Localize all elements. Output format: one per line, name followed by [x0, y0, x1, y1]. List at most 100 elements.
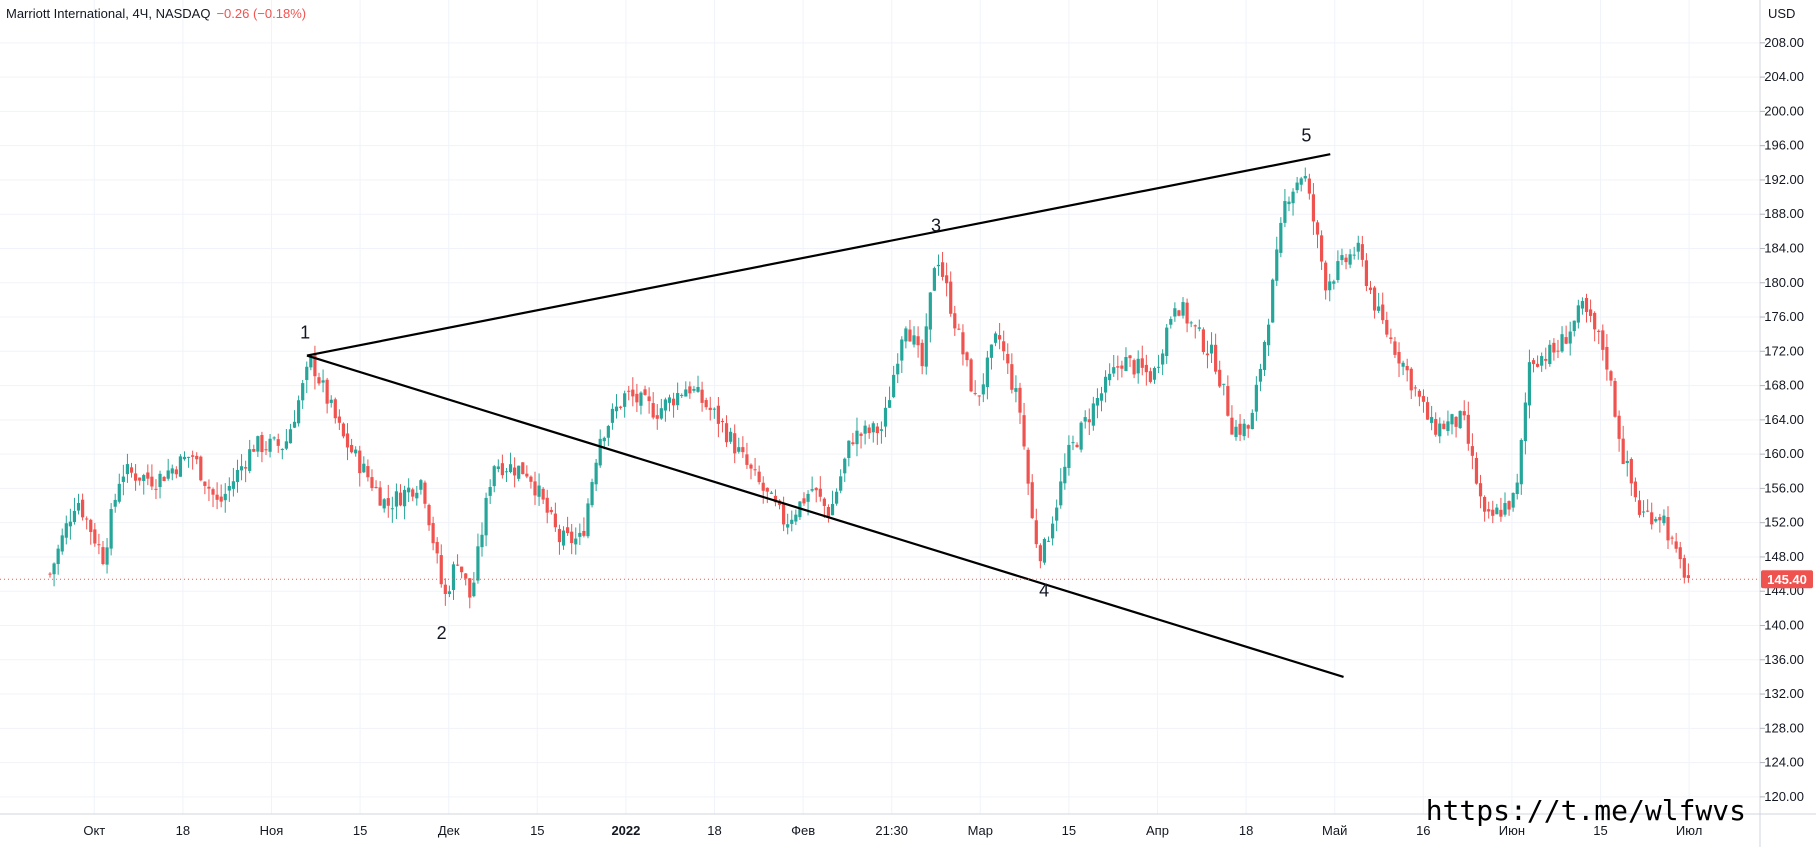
- candle-body: [818, 488, 822, 497]
- candle-body: [545, 497, 549, 513]
- candle-body: [1564, 337, 1568, 344]
- candle-body: [235, 470, 240, 483]
- candle-body: [1540, 356, 1544, 366]
- candle-body: [1670, 537, 1674, 539]
- candle-body: [1405, 365, 1409, 371]
- candle-body: [415, 492, 419, 499]
- candle-body: [904, 328, 908, 342]
- candle-body: [1613, 381, 1617, 417]
- candle-body: [1637, 500, 1642, 515]
- candle-body: [981, 384, 985, 395]
- candle-body: [178, 456, 183, 477]
- candle-body: [1271, 279, 1275, 323]
- candle-body: [900, 339, 904, 361]
- candle-body: [1230, 417, 1234, 435]
- x-tick-label: Апр: [1146, 823, 1169, 838]
- candle-body: [1593, 312, 1597, 330]
- candle-body: [855, 430, 859, 445]
- candle-body: [1148, 371, 1153, 382]
- candle-body: [1641, 511, 1646, 513]
- candle-body: [89, 519, 93, 533]
- candle-body: [504, 471, 509, 473]
- candle-body: [325, 379, 329, 404]
- candle-body: [1519, 439, 1523, 485]
- candle-body: [386, 498, 390, 506]
- candle-body: [1617, 415, 1621, 439]
- candle-body: [647, 396, 651, 402]
- candle-body: [1646, 510, 1650, 512]
- candle-body: [1678, 547, 1682, 560]
- candle-body: [1401, 362, 1405, 367]
- candle-body: [537, 485, 541, 497]
- candle-body: [443, 584, 447, 594]
- trendline-upper[interactable]: [306, 153, 1331, 357]
- trendline-lower[interactable]: [306, 354, 1344, 678]
- candle-body: [1356, 242, 1360, 252]
- candle-body: [1491, 509, 1495, 516]
- x-tick-label: 18: [1239, 823, 1253, 838]
- candle-body: [1071, 442, 1075, 444]
- candle-body: [1499, 509, 1503, 517]
- candle-body: [268, 438, 272, 452]
- candle-body: [566, 527, 570, 534]
- candle-body: [720, 420, 725, 423]
- candle-body: [1291, 191, 1295, 204]
- candle-body: [264, 449, 268, 451]
- candle-body: [508, 464, 513, 472]
- candle-body: [1328, 281, 1332, 291]
- candle-body: [1523, 402, 1527, 442]
- candle-body: [1055, 507, 1059, 521]
- candle-body: [390, 508, 394, 510]
- candle-body: [1674, 541, 1678, 549]
- candle-body: [1002, 341, 1006, 352]
- y-tick-label: 180.00: [1764, 275, 1804, 290]
- candle-body: [920, 342, 924, 367]
- candle-body: [936, 264, 941, 267]
- candle-body: [1650, 512, 1654, 525]
- candle-body: [1234, 426, 1238, 438]
- candle-body: [859, 433, 863, 436]
- candle-body: [272, 437, 276, 439]
- candle-body: [1442, 423, 1446, 430]
- candle-body: [1462, 411, 1466, 416]
- candle-body: [252, 448, 256, 452]
- wave-label-3: 3: [931, 216, 941, 236]
- candle-body: [170, 468, 174, 474]
- candle-body: [239, 466, 244, 471]
- candle-body: [60, 535, 64, 552]
- candle-body: [667, 397, 672, 403]
- candle-body: [1417, 390, 1422, 397]
- candle-body: [1250, 412, 1254, 430]
- candle-body: [733, 433, 737, 454]
- candle-body: [1144, 364, 1148, 373]
- candle-body: [1059, 481, 1063, 506]
- candle-body: [419, 480, 423, 490]
- candle-body: [557, 528, 562, 543]
- candle-body: [231, 481, 236, 489]
- candle-body: [113, 499, 117, 507]
- candle-body: [1099, 393, 1104, 401]
- candle-body: [834, 491, 839, 504]
- candle-body: [1421, 396, 1426, 402]
- candle-body: [321, 380, 325, 383]
- candle-body: [394, 491, 399, 507]
- candle-body: [708, 407, 712, 411]
- candle-body: [280, 449, 284, 451]
- candle-body: [659, 408, 663, 419]
- candle-body: [1209, 344, 1214, 354]
- candle-body: [1030, 482, 1034, 519]
- candle-body: [606, 425, 610, 438]
- candle-body: [684, 389, 688, 397]
- candle-body: [794, 514, 798, 522]
- candle-body: [1336, 261, 1340, 280]
- candle-body: [1385, 319, 1389, 335]
- candle-body: [1503, 503, 1507, 515]
- x-tick-label: 2022: [611, 823, 640, 838]
- candle-body: [1450, 414, 1454, 425]
- x-tick-label: 21:30: [875, 823, 908, 838]
- candle-body: [875, 426, 879, 434]
- candle-body: [1156, 366, 1161, 368]
- x-tick-label: 15: [353, 823, 367, 838]
- candle-body: [1132, 360, 1136, 375]
